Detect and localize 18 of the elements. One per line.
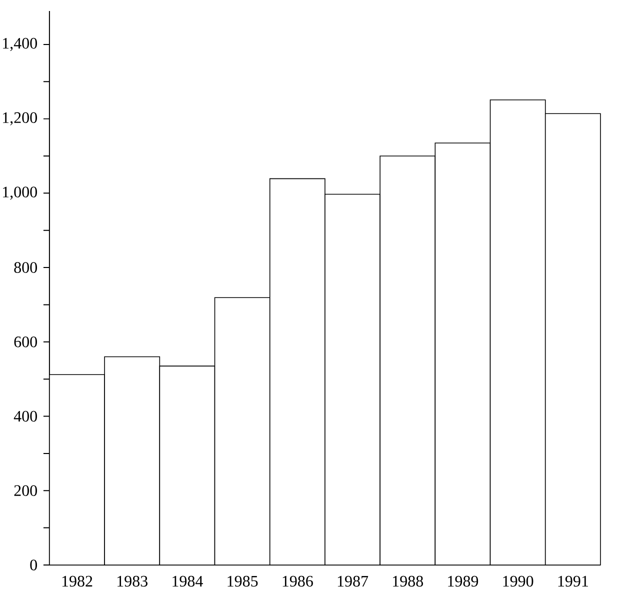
- x-tick-label: 1985: [228, 576, 258, 587]
- x-tick-label: 1984: [172, 576, 203, 587]
- y-tick-label: 1,200: [3, 112, 37, 126]
- x-tick-label: 1989: [448, 576, 478, 587]
- y-tick-label: 400: [14, 410, 37, 422]
- x-tick-label: 1987: [338, 576, 368, 587]
- y-tick-label: 1,400: [3, 38, 37, 52]
- x-tick-label: 1990: [503, 576, 534, 587]
- x-tick-label: 1982: [62, 576, 92, 587]
- x-tick-label: 1988: [393, 576, 423, 587]
- x-tick-label: 1991: [558, 576, 588, 587]
- y-tick-label: 1,000: [3, 186, 37, 200]
- y-tick-label: 200: [14, 485, 37, 496]
- x-tick-label: 1983: [118, 576, 148, 587]
- y-tick-label: 600: [14, 336, 37, 348]
- y-tick-label: 0: [30, 560, 37, 570]
- x-tick-label: 1986: [282, 576, 313, 587]
- y-tick-label: 800: [14, 262, 37, 273]
